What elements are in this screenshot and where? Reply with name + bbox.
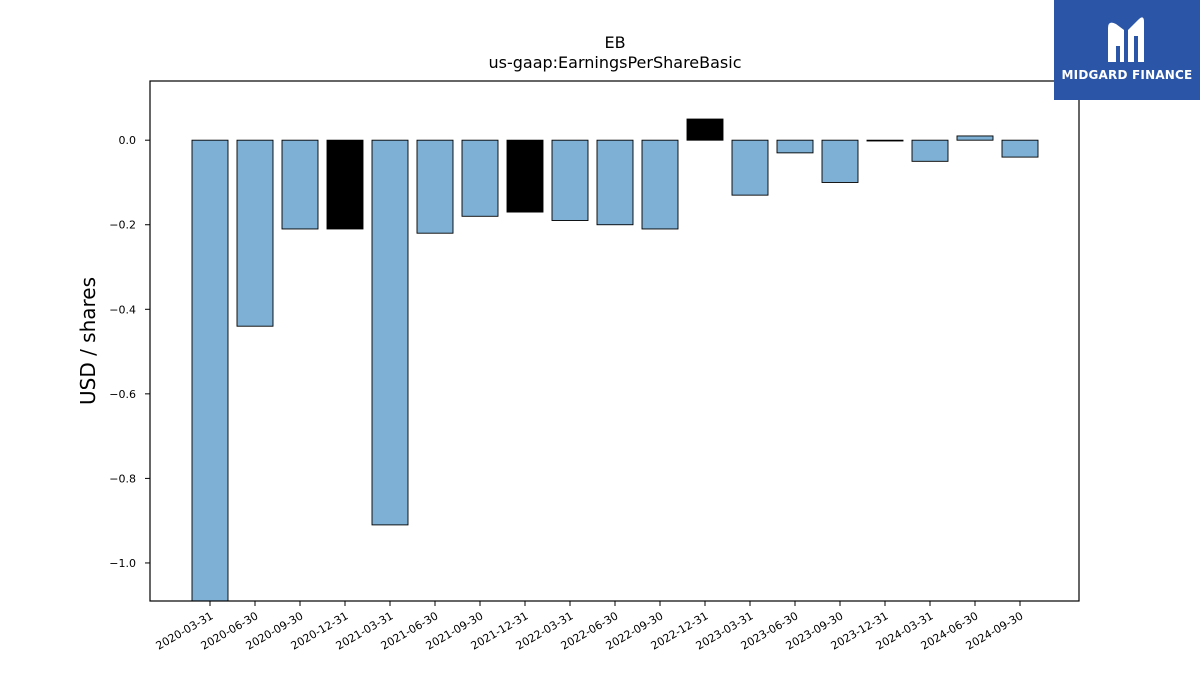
- bar-2020-12-31: [326, 139, 364, 230]
- bar-2022-12-31: [686, 118, 724, 141]
- bar-2024-09-30: [1001, 139, 1039, 158]
- plot-area-frame: [149, 80, 1080, 602]
- chart-subtitle: us-gaap:EarningsPerShareBasic: [488, 53, 741, 72]
- y-tick-label: −1.0: [109, 557, 136, 570]
- bar-2022-03-31: [551, 139, 589, 221]
- bar-2023-06-30: [776, 139, 814, 154]
- bar-2024-06-30: [956, 135, 994, 141]
- midgard-finance-logo: MIDGARD FINANCE: [1054, 0, 1200, 100]
- logo-wordmark: MIDGARD FINANCE: [1061, 68, 1193, 82]
- y-axis-label: USD / shares: [76, 277, 100, 405]
- y-tick-label: −0.8: [109, 472, 136, 485]
- bar-2020-06-30: [236, 139, 274, 327]
- bar-2021-03-31: [371, 139, 409, 526]
- bar-2020-03-31: [191, 139, 229, 602]
- chart-title: EB: [604, 33, 625, 52]
- bar-2021-06-30: [416, 139, 454, 234]
- bar-2020-09-30: [281, 139, 319, 230]
- bar-2022-06-30: [596, 139, 634, 226]
- bar-2024-03-31: [911, 139, 949, 162]
- bar-2021-12-31: [506, 139, 544, 213]
- y-tick-label: −0.6: [109, 388, 136, 401]
- y-tick-label: −0.4: [109, 303, 136, 316]
- y-tick-label: 0.0: [119, 134, 137, 147]
- y-tick-label: −0.2: [109, 219, 136, 232]
- bar-2021-09-30: [461, 139, 499, 217]
- bar-2022-09-30: [641, 139, 679, 230]
- bar-2023-12-31: [866, 139, 904, 142]
- midgard-logo-icon: [1108, 17, 1144, 63]
- bar-2023-09-30: [821, 139, 859, 183]
- bar-2023-03-31: [731, 139, 769, 196]
